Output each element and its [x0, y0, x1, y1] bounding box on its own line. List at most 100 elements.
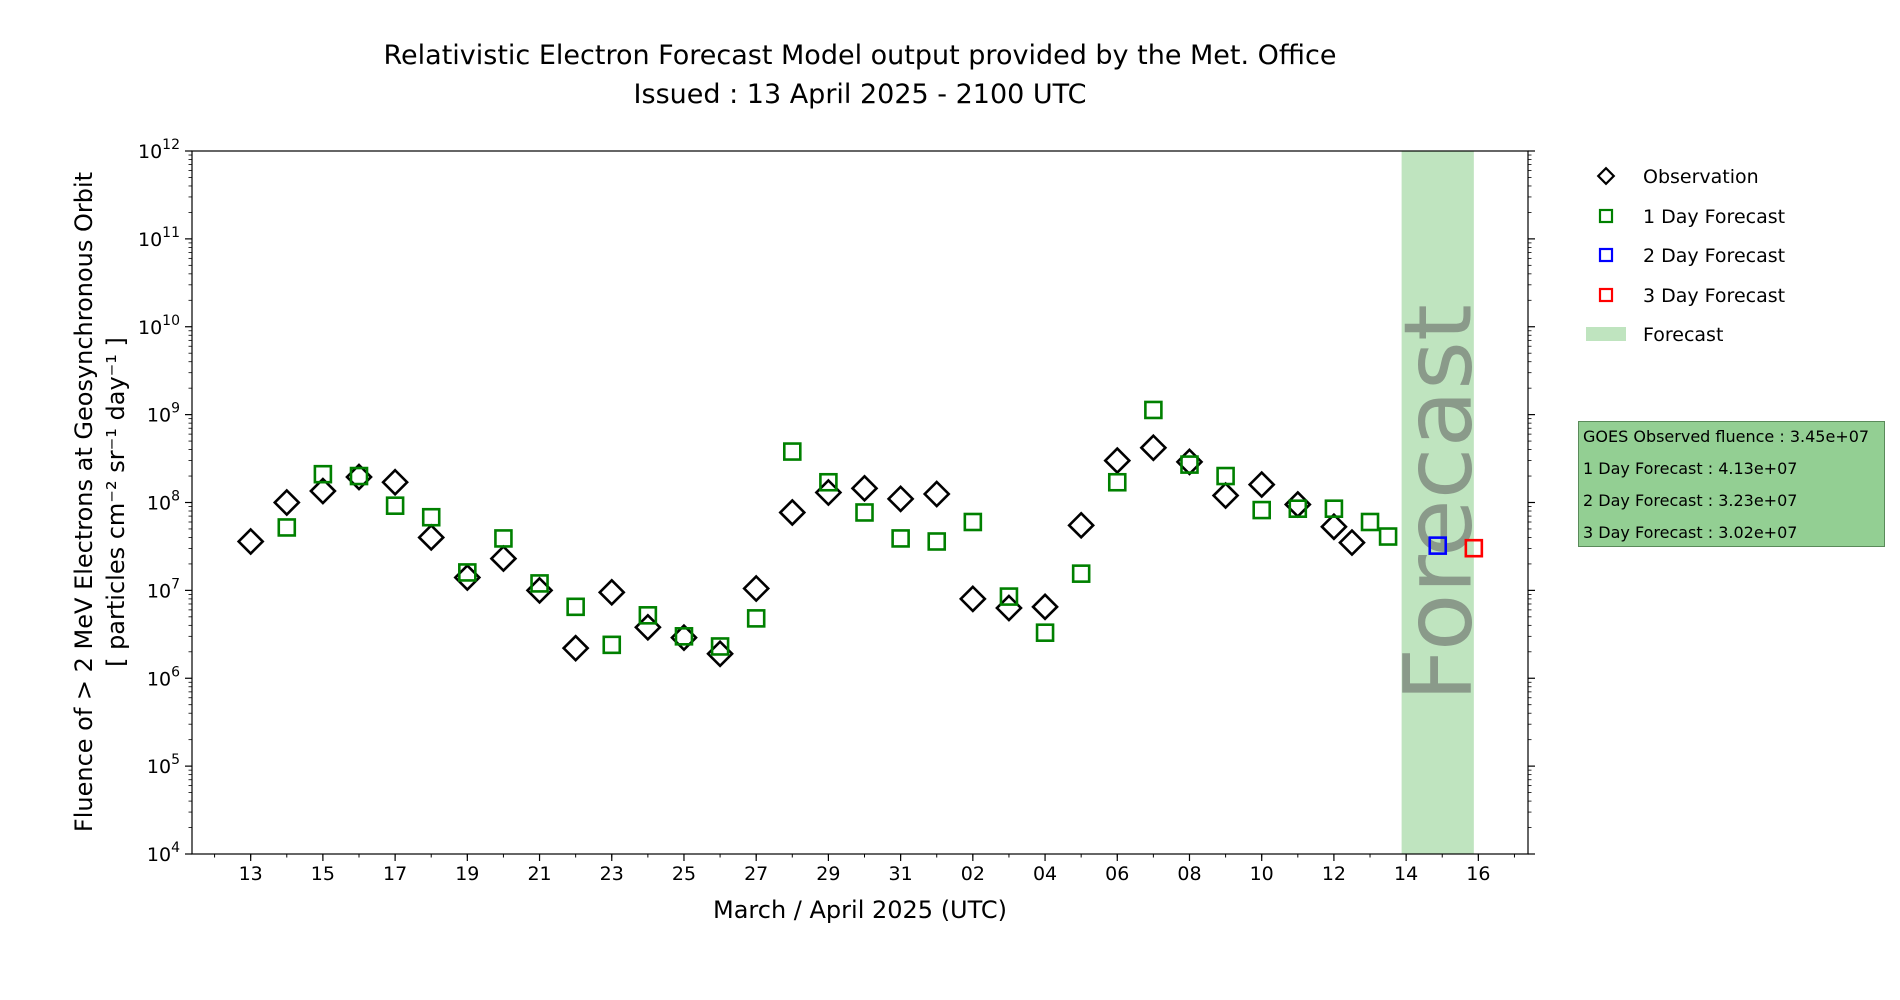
x-tick-label: 10: [1250, 863, 1274, 885]
point-observation: [1103, 446, 1132, 475]
legend-label-3day: 3 Day Forecast: [1643, 285, 1785, 307]
y-tick-label: 107: [147, 576, 180, 602]
x-tick-label: 15: [311, 863, 335, 885]
legend-marker-observation: [1596, 166, 1616, 186]
x-tick-label: 16: [1466, 863, 1490, 885]
legend-label-2day: 2 Day Forecast: [1643, 245, 1785, 267]
point-3-day-forecast: [1464, 538, 1484, 558]
point-1-day-forecast: [494, 529, 513, 548]
legend-marker-1day: [1598, 208, 1614, 224]
point-1-day-forecast: [746, 609, 766, 628]
point-observation: [922, 480, 951, 508]
x-tick-label: 17: [383, 863, 407, 885]
point-1-day-forecast: [674, 627, 694, 646]
point-observation: [1247, 470, 1276, 499]
point-observation: [1139, 433, 1168, 462]
point-observation: [561, 634, 590, 662]
x-tick-label: 29: [816, 863, 840, 885]
point-1-day-forecast: [927, 532, 947, 551]
x-tick-label: 19: [455, 863, 479, 885]
chart-subtitle: Issued : 13 April 2025 - 2100 UTC: [634, 79, 1087, 110]
point-1-day-forecast: [421, 507, 441, 527]
y-tick-label: 1011: [138, 225, 180, 251]
x-tick-label: 25: [672, 863, 696, 885]
legend-label-forecast: Forecast: [1643, 324, 1723, 346]
point-observation: [381, 468, 409, 497]
x-axis-label: March / April 2025 (UTC): [713, 896, 1007, 924]
info-2day-forecast: 2 Day Forecast : 3.23e+07: [1583, 491, 1798, 510]
forecast-band: [1401, 151, 1474, 854]
point-1-day-forecast: [385, 496, 405, 515]
y-axis-label-line2: [ particles cm⁻² sr⁻¹ day⁻¹ ]: [102, 337, 130, 667]
legend-label-1day: 1 Day Forecast: [1643, 206, 1785, 228]
plot-frame: [191, 150, 1529, 855]
forecast-band-label: Forecast: [1385, 304, 1494, 702]
point-1-day-forecast: [313, 464, 333, 484]
y-tick-label: 108: [147, 489, 180, 515]
point-1-day-forecast: [1216, 466, 1235, 486]
y-tick-label: 1012: [138, 137, 180, 163]
x-tick-label: 21: [527, 863, 551, 885]
point-1-day-forecast: [999, 587, 1019, 606]
point-2-day-forecast: [1428, 536, 1448, 555]
point-observation: [236, 527, 265, 556]
x-tick-label: 04: [1033, 863, 1057, 885]
point-1-day-forecast: [530, 574, 549, 593]
point-1-day-forecast: [855, 503, 874, 522]
y-axis-label-line1: Fluence of > 2 MeV Electrons at Geosynch…: [70, 172, 98, 832]
x-tick-label: 06: [1105, 863, 1129, 885]
point-observation: [1031, 592, 1059, 621]
point-1-day-forecast: [638, 606, 658, 625]
x-tick-label: 27: [744, 863, 768, 885]
fluence-info-box: GOES Observed fluence : 3.45e+07 1 Day F…: [1578, 421, 1885, 547]
point-observation: [958, 585, 987, 613]
point-observation: [778, 498, 807, 527]
point-1-day-forecast: [277, 518, 297, 537]
point-1-day-forecast: [782, 442, 802, 461]
point-1-day-forecast: [1107, 472, 1127, 492]
point-1-day-forecast: [819, 472, 838, 492]
y-tick-label: 1010: [138, 313, 180, 339]
point-1-day-forecast: [458, 563, 477, 582]
point-observation: [417, 523, 446, 552]
legend-marker-2day: [1598, 247, 1614, 263]
point-observation: [1211, 481, 1240, 510]
legend: Observation 1 Day Forecast 2 Day Forecas…: [1586, 166, 1785, 346]
point-1-day-forecast: [963, 512, 983, 532]
chart-title: Relativistic Electron Forecast Model out…: [384, 40, 1337, 71]
point-observation: [742, 574, 771, 603]
x-tick-label: 08: [1177, 863, 1201, 885]
y-tick-label: 105: [147, 752, 180, 778]
y-tick-label: 109: [147, 401, 180, 427]
point-1-day-forecast: [891, 529, 910, 548]
info-1day-forecast: 1 Day Forecast : 4.13e+07: [1583, 459, 1798, 478]
legend-label-observation: Observation: [1643, 166, 1759, 188]
point-1-day-forecast: [602, 635, 622, 655]
point-1-day-forecast: [1180, 455, 1199, 474]
point-1-day-forecast: [566, 597, 585, 617]
y-tick-label: 106: [147, 664, 180, 690]
x-tick-label: 23: [600, 863, 624, 885]
x-tick-label: 14: [1394, 863, 1418, 885]
point-1-day-forecast: [710, 637, 730, 656]
y-tick-label: 104: [147, 840, 180, 866]
x-tick-label: 12: [1322, 863, 1346, 885]
point-1-day-forecast: [1360, 512, 1380, 532]
point-1-day-forecast: [1071, 564, 1091, 583]
point-observation: [489, 544, 518, 573]
point-1-day-forecast: [1324, 499, 1344, 519]
point-1-day-forecast: [1035, 623, 1055, 642]
legend-swatch-forecast: [1586, 327, 1626, 341]
point-1-day-forecast: [1288, 499, 1308, 519]
point-observation: [1067, 511, 1096, 540]
x-tick-label: 31: [889, 863, 913, 885]
point-observation: [1338, 528, 1366, 557]
point-observation: [850, 474, 879, 503]
point-observation: [886, 485, 915, 513]
x-tick-label: 02: [961, 863, 985, 885]
point-1-day-forecast: [349, 466, 369, 486]
point-1-day-forecast: [1144, 400, 1163, 420]
info-3day-forecast: 3 Day Forecast : 3.02e+07: [1583, 523, 1798, 542]
point-observation: [1320, 512, 1348, 541]
